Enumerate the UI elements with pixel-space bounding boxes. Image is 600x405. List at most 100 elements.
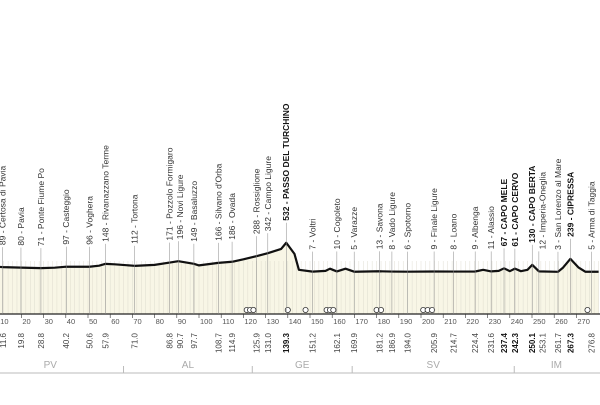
km-tick-label: 20 [22, 317, 30, 326]
waypoint-km: 162.1 [333, 332, 342, 353]
km-tick-label: 150 [311, 317, 324, 326]
waypoint-label: 71 - Ponte Fiume Po [36, 168, 46, 246]
province-label: AL [182, 360, 195, 371]
km-tick-label: 60 [111, 317, 119, 326]
checkpoint-icon [250, 306, 257, 313]
waypoint-km: 194.0 [404, 332, 413, 353]
waypoint-km: 71.0 [131, 332, 140, 348]
waypoint-label: 13 - Savona [374, 203, 384, 249]
checkpoint-icon [284, 306, 291, 313]
waypoint-label: 97 - Casteggio [61, 189, 71, 245]
waypoint-km: 108.7 [214, 332, 223, 353]
waypoint-km: 151.2 [309, 332, 318, 353]
waypoint-km: 114.9 [228, 332, 237, 352]
waypoint-km: 181.2 [375, 332, 384, 353]
waypoint-km: 125.9 [252, 332, 261, 353]
waypoint-label: 166 - Silvano d'Orba [213, 163, 223, 240]
waypoint-label: 6 - Spotorno [403, 203, 413, 250]
checkpoint-icon [330, 306, 337, 313]
km-tick-label: 210 [444, 317, 457, 326]
waypoint-label: 61 - CAPO CERVO [510, 172, 520, 246]
waypoint-label: 196 - Novi Ligure [175, 174, 185, 239]
km-tick-label: 170 [355, 317, 368, 326]
waypoint-label: 148 - Rivanazzano Terme [101, 145, 111, 242]
waypoint-km: 261.7 [554, 332, 563, 353]
province-label: IM [551, 360, 562, 371]
km-tick-label: 30 [45, 317, 53, 326]
profile-line [0, 241, 599, 273]
waypoint-label: 9 - Albenga [470, 206, 480, 249]
waypoint-label: 7 - Voltri [308, 218, 318, 249]
km-tick-label: 230 [489, 317, 502, 326]
checkpoint-icon [584, 306, 591, 313]
km-tick-label: 190 [400, 317, 413, 326]
waypoint-label: 8 - Loano [449, 213, 459, 249]
checkpoint-icon [302, 306, 309, 313]
km-tick-label: 270 [577, 317, 590, 326]
province-label: PV [44, 360, 58, 371]
province-label: GE [295, 360, 310, 371]
waypoint-label: 8 - Vado Ligure [387, 192, 397, 250]
waypoint-km: 40.2 [62, 332, 71, 348]
waypoint-label: 67 - CAPO MELE [499, 178, 509, 246]
km-tick-label: 240 [511, 317, 524, 326]
km-tick-label: 120 [244, 317, 257, 326]
waypoint-km: 28.8 [37, 332, 46, 348]
km-tick-label: 80 [156, 317, 164, 326]
km-tick-label: 90 [178, 317, 186, 326]
checkpoint-icon [378, 306, 385, 313]
waypoint-km: 11.6 [0, 332, 8, 348]
checkpoint-icon [429, 306, 436, 313]
waypoint-label: 532 - PASSO DEL TURCHINO [281, 103, 291, 221]
km-tick-label: 70 [133, 317, 141, 326]
km-tick-label: 100 [200, 317, 213, 326]
waypoint-label: 5 - Varazze [349, 207, 359, 250]
waypoint-label: 11 - Alassio [486, 206, 496, 250]
km-tick-label: 250 [533, 317, 546, 326]
waypoint-km: 97.7 [190, 332, 199, 348]
waypoint-km: 214.7 [450, 332, 459, 353]
province-label: SV [427, 360, 441, 371]
waypoint-label: 12 - Imperia-Oneglia [538, 172, 548, 250]
km-tick-label: 220 [466, 317, 479, 326]
km-tick-label: 180 [378, 317, 391, 326]
km-tick-label: 160 [333, 317, 346, 326]
waypoint-label: 89 - Certosa di Pavia [0, 165, 8, 245]
waypoint-km: 205.9 [430, 332, 439, 353]
waypoint-km: 90.7 [176, 332, 185, 348]
waypoint-km: 276.8 [587, 332, 596, 353]
waypoint-km: 169.9 [350, 332, 359, 353]
waypoint-km: 139.3 [282, 332, 291, 353]
waypoint-label: 149 - Basaluzzo [189, 181, 199, 242]
waypoint-km: 242.3 [511, 332, 520, 353]
waypoint-km: 250.1 [528, 332, 537, 353]
waypoint-label: 96 - Voghera [84, 196, 94, 245]
km-tick-label: 200 [422, 317, 435, 326]
waypoint-label: 112 - Tortona [130, 194, 140, 244]
waypoint-label: 9 - Finale Ligure [429, 188, 439, 250]
waypoint-label: 239 - CIPRESSA [565, 172, 575, 237]
km-tick-label: 10 [0, 317, 8, 326]
waypoint-km: 50.6 [85, 332, 94, 348]
waypoint-km: 86.8 [166, 332, 175, 348]
waypoint-label: 288 - Rossiglione [251, 168, 261, 234]
waypoint-km: 19.8 [17, 332, 26, 348]
profile-fill [0, 242, 599, 314]
waypoint-label: 10 - Cogoleto [332, 198, 342, 249]
waypoint-label: 171 - Pozzolo Formigaro [165, 147, 175, 240]
km-tick-label: 130 [267, 317, 280, 326]
waypoint-label: 80 - Pavia [16, 207, 26, 246]
waypoint-km: 231.6 [487, 332, 496, 353]
waypoint-km: 253.1 [539, 332, 548, 353]
waypoint-label: 342 - Campo Ligure [263, 156, 273, 231]
waypoint-km: 131.0 [264, 332, 273, 353]
km-tick-label: 40 [67, 317, 75, 326]
km-tick-label: 110 [222, 317, 234, 326]
km-tick-label: 50 [89, 317, 97, 326]
waypoint-km: 224.4 [471, 332, 480, 353]
waypoint-km: 186.9 [388, 332, 397, 353]
waypoint-km: 57.9 [102, 332, 111, 348]
km-tick-label: 260 [555, 317, 568, 326]
waypoint-label: 5 - Arma di Taggia [586, 181, 596, 250]
